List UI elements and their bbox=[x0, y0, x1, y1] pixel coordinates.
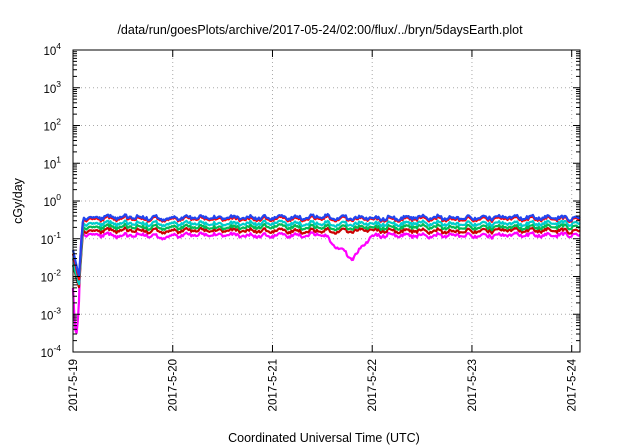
y-tick-label: 103 bbox=[43, 79, 61, 96]
chart-title: /data/run/goesPlots/archive/2017-05-24/0… bbox=[117, 23, 523, 37]
x-tick-label: 2017-5-22 bbox=[367, 359, 379, 411]
x-ticks: 2017-5-19 2017-5-20 2017-5-21 2017-5-22 2017… bbox=[68, 50, 579, 411]
y-tick-label: 104 bbox=[43, 41, 61, 58]
y-tick-label: 102 bbox=[43, 117, 61, 134]
y-tick-label: 10-4 bbox=[41, 343, 62, 360]
series-line-6 bbox=[71, 213, 581, 277]
grid-lines bbox=[73, 50, 580, 352]
y-tick-label: 100 bbox=[43, 192, 61, 209]
x-tick-label: 2017-5-20 bbox=[168, 359, 180, 411]
y-tick-label: 10-3 bbox=[41, 305, 62, 322]
series-line-1 bbox=[71, 231, 581, 335]
y-tick-label: 10-2 bbox=[41, 268, 62, 285]
x-tick-label: 2017-5-23 bbox=[467, 359, 479, 411]
x-tick-label: 2017-5-19 bbox=[68, 359, 80, 411]
series-line-3 bbox=[71, 223, 581, 286]
series-line-2 bbox=[71, 226, 581, 289]
x-tick-label: 2017-5-24 bbox=[567, 358, 579, 411]
series-line-4 bbox=[71, 219, 581, 286]
x-axis-label: Coordinated Universal Time (UTC) bbox=[228, 431, 420, 445]
y-tick-label: 101 bbox=[43, 154, 61, 171]
y-ticks: 10-4 10-3 10-2 10-1 100 101 102 103 104 bbox=[41, 41, 580, 360]
y-axis-label: cGy/day bbox=[11, 177, 25, 224]
series-group bbox=[71, 213, 581, 335]
x-tick-label: 2017-5-21 bbox=[267, 359, 279, 411]
y-tick-label: 10-1 bbox=[41, 230, 62, 247]
